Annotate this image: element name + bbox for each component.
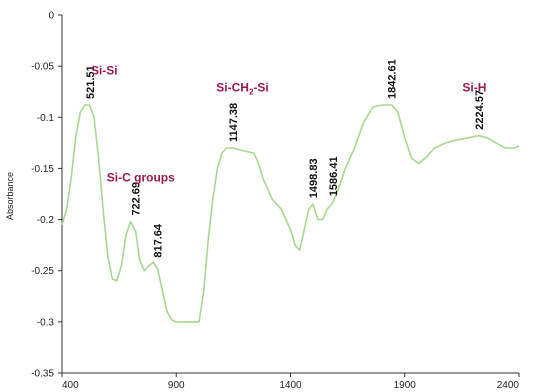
peak-label: 1586.41	[328, 156, 340, 196]
peak-label: 817.64	[152, 223, 164, 258]
group-label: Si-Si	[91, 63, 118, 77]
y-tick-label: -0.1	[37, 113, 55, 124]
peak-label: 1842.61	[387, 59, 399, 99]
peak-labels: 521.51 722.69 817.64 1147.38 1498.83 1586.41 1…	[85, 59, 486, 257]
y-tick-label: -0.05	[31, 62, 54, 73]
series-line	[61, 104, 520, 323]
group-labels: Si-Si Si-C groups Si-CH2-Si Si-H	[91, 63, 486, 184]
x-tick-label: 900	[168, 380, 185, 391]
x-ticks: 400 900 1400 1900 2400	[61, 373, 520, 391]
y-tick-label: -0.3	[37, 317, 55, 328]
x-tick-label: 2400	[497, 380, 520, 391]
peak-label: 1498.83	[308, 158, 320, 198]
y-tick-label: 0	[48, 11, 54, 22]
y-axis-label: Absorbance	[5, 172, 15, 220]
x-tick-label: 1400	[279, 380, 302, 391]
y-tick-label: -0.2	[37, 215, 55, 226]
x-tick-label: 400	[62, 380, 79, 391]
peak-label: 722.69	[131, 182, 143, 216]
y-tick-label: -0.25	[31, 266, 54, 277]
peak-label: 1147.38	[228, 103, 240, 142]
peak-label: 521.51	[85, 65, 97, 99]
peak-label: 2224.57	[474, 90, 486, 130]
group-label: Si-CH2-Si	[216, 81, 268, 97]
group-label: Si-C groups	[107, 171, 175, 185]
x-tick-label: 1900	[394, 380, 417, 391]
y-tick-label: -0.35	[31, 369, 54, 380]
y-ticks: 0 -0.05 -0.1 -0.15 -0.2 -0.25 -0.3 -0.35	[31, 11, 62, 380]
y-tick-label: -0.15	[31, 164, 54, 175]
group-label: Si-H	[462, 81, 486, 95]
